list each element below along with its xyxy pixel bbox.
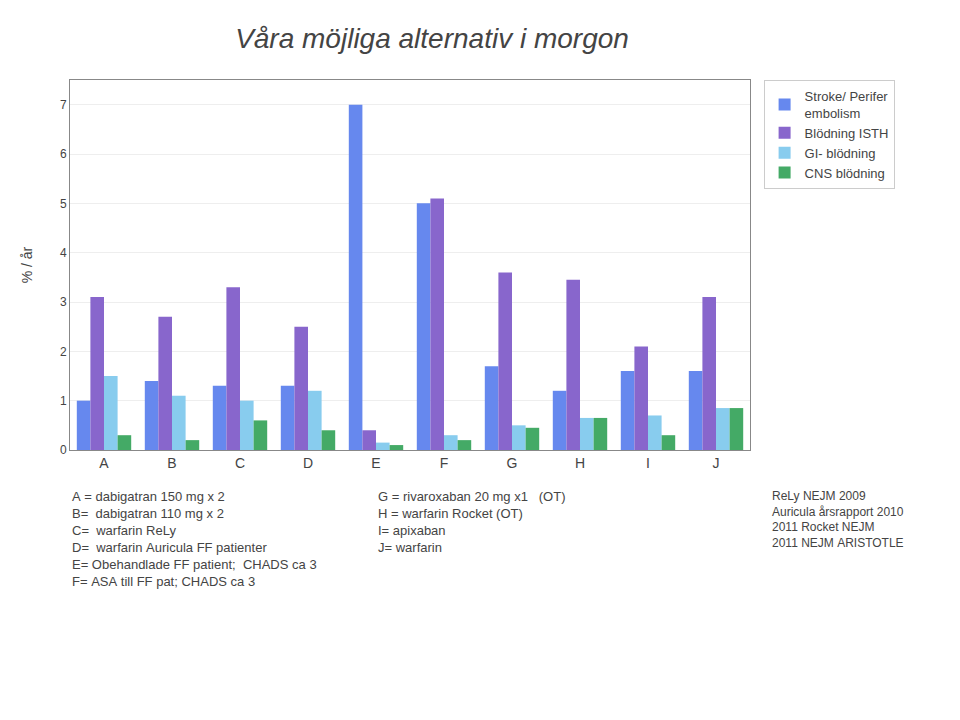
svg-text:% / år: % / år	[19, 246, 35, 283]
svg-text:Blödning ISTH: Blödning ISTH	[805, 126, 889, 141]
svg-text:4: 4	[60, 246, 67, 260]
svg-text:7: 7	[60, 98, 67, 112]
svg-text:A: A	[99, 455, 109, 471]
svg-text:GI- blödning: GI- blödning	[805, 146, 876, 161]
svg-text:D: D	[303, 455, 313, 471]
svg-text:2: 2	[60, 345, 67, 359]
svg-text:6: 6	[60, 147, 67, 161]
svg-text:1: 1	[60, 394, 67, 408]
svg-text:B: B	[167, 455, 176, 471]
svg-text:0: 0	[60, 443, 67, 457]
svg-text:CNS blödning: CNS blödning	[805, 166, 885, 181]
svg-text:F: F	[440, 455, 449, 471]
svg-text:Våra möjliga alternativ i morg: Våra möjliga alternativ i morgon	[235, 23, 629, 54]
svg-text:5: 5	[60, 197, 67, 211]
svg-text:ReLy NEJM 2009Auricula årsrapp: ReLy NEJM 2009Auricula årsrapport 201020…	[772, 489, 904, 550]
svg-text:G: G	[507, 455, 518, 471]
svg-text:I: I	[646, 455, 650, 471]
svg-text:H: H	[575, 455, 585, 471]
svg-text:A = dabigatran 150 mg x 2B= d: A = dabigatran 150 mg x 2B= dabigatran 1…	[72, 489, 317, 589]
svg-text:J: J	[713, 455, 720, 471]
svg-text:E: E	[371, 455, 380, 471]
svg-text:Stroke/ Periferembolism: Stroke/ Periferembolism	[805, 89, 889, 121]
svg-text:C: C	[235, 455, 245, 471]
svg-text:3: 3	[60, 295, 67, 309]
svg-text:G = rivaroxaban 20 mg x1 (OT: G = rivaroxaban 20 mg x1 (OT)H = warfari…	[378, 489, 565, 555]
